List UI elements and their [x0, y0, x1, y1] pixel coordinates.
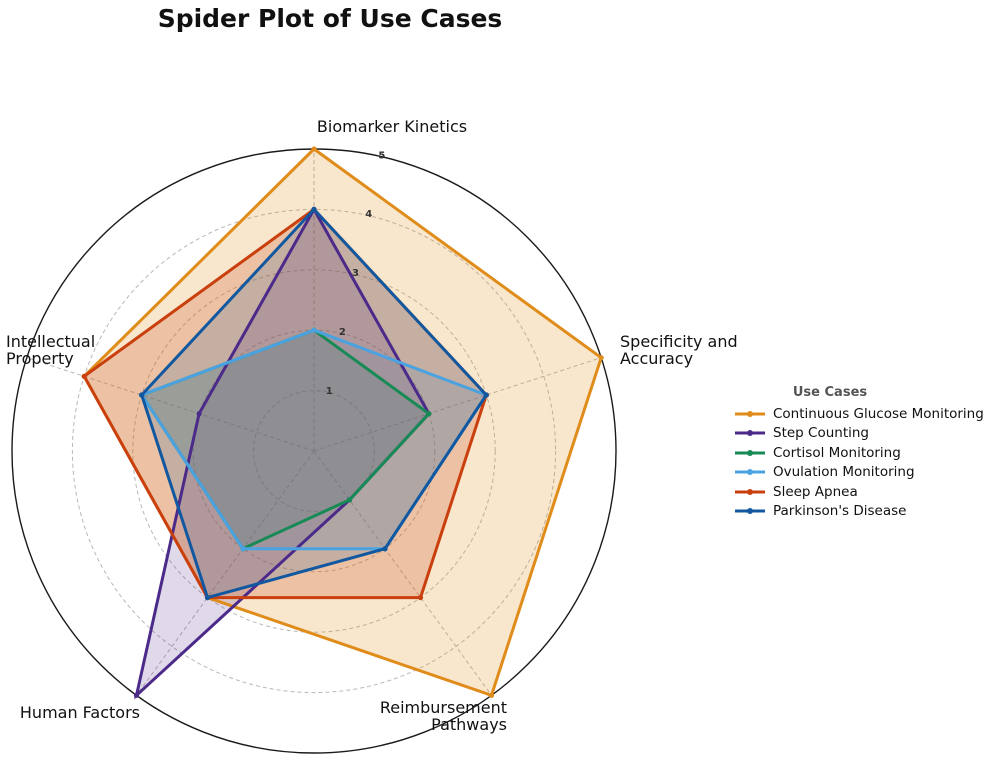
- legend-item: Continuous Glucose Monitoring: [735, 404, 984, 424]
- legend-swatch-marker: [747, 508, 753, 515]
- axis-label: Reimbursement Pathways: [380, 698, 507, 734]
- series-point: [483, 392, 489, 398]
- legend-swatch: [735, 469, 765, 476]
- series-point: [426, 411, 432, 417]
- series-point: [240, 546, 246, 552]
- radial-tick-label: 3: [352, 268, 359, 279]
- radar-chart: 1 2 3 4 5 Biomarker Kinetics Specificity and A…: [6, 117, 738, 754]
- legend-label: Parkinson's Disease: [773, 503, 907, 520]
- grid-ring: [71, 208, 557, 694]
- axis-label: Intellectual Property: [6, 332, 95, 368]
- series-point: [311, 206, 317, 212]
- legend-swatch: [735, 449, 765, 456]
- series-point: [417, 594, 424, 601]
- legend-label: Cortisol Monitoring: [773, 444, 901, 461]
- radial-tick-label: 2: [339, 327, 346, 338]
- series-point: [382, 546, 388, 552]
- legend-swatch-marker: [747, 410, 753, 417]
- series-fill: [141, 330, 487, 549]
- legend-swatch: [735, 430, 765, 437]
- grid-spoke: [313, 450, 492, 696]
- series-fill: [84, 209, 487, 598]
- series-point: [196, 411, 202, 417]
- legend-label: Sleep Apnea: [773, 483, 858, 500]
- axis-label-line: Reimbursement: [380, 698, 507, 717]
- legend-items: Continuous Glucose Monitoring Step Counti…: [735, 404, 984, 521]
- legend-swatch-marker: [747, 449, 753, 456]
- axis-label-line: Accuracy: [620, 349, 693, 368]
- series-point: [311, 146, 317, 152]
- legend-item: Sleep Apnea: [735, 482, 984, 502]
- radial-tick-label: 1: [326, 386, 333, 397]
- legend-item: Ovulation Monitoring: [735, 463, 984, 483]
- legend-label: Continuous Glucose Monitoring: [773, 405, 984, 422]
- series-point: [139, 392, 145, 398]
- grid-spoke: [136, 450, 315, 696]
- radial-tick-label: 4: [365, 209, 372, 220]
- series-line: [140, 207, 489, 600]
- legend-swatch-marker: [747, 488, 753, 495]
- radar-series: [81, 146, 604, 700]
- series-point: [311, 327, 317, 333]
- legend-swatch-marker: [747, 430, 753, 437]
- legend-swatch: [735, 508, 765, 515]
- radial-tick-label: 5: [378, 150, 385, 161]
- legend-title: Use Cases: [792, 385, 868, 400]
- axis-label: Biomarker Kinetics: [317, 117, 467, 136]
- grid-spoke: [313, 357, 602, 452]
- legend-item: Parkinson's Disease: [735, 502, 984, 522]
- legend-label: Ovulation Monitoring: [773, 464, 915, 481]
- legend-label: Step Counting: [773, 425, 869, 442]
- grid-ring: [132, 269, 496, 633]
- series-point: [133, 692, 140, 698]
- axis-label-line: Intellectual: [6, 332, 95, 351]
- legend-swatch-marker: [747, 469, 753, 476]
- legend-swatch: [735, 410, 765, 417]
- axis-label-line: Biomarker Kinetics: [317, 117, 467, 136]
- legend: Use Cases Continuous Glucose Monitoring S…: [735, 385, 984, 521]
- series-line: [82, 147, 603, 698]
- series-line: [139, 328, 489, 551]
- series-point: [488, 692, 495, 698]
- grid-spoke: [26, 357, 315, 452]
- series-fill: [141, 209, 487, 598]
- series-point: [598, 355, 604, 361]
- series-point: [81, 373, 87, 379]
- axis-labels: Biomarker Kinetics Specificity and Accurac…: [6, 117, 738, 734]
- series-point: [346, 497, 353, 503]
- legend-item: Cortisol Monitoring: [735, 443, 984, 463]
- axis-label-line: Pathways: [431, 715, 507, 734]
- legend-item: Step Counting: [735, 424, 984, 444]
- radial-tick-labels: 1 2 3 4 5: [326, 150, 386, 397]
- series-fill: [141, 330, 429, 549]
- axis-label: Human Factors: [20, 703, 140, 722]
- axis-label-line: Human Factors: [20, 703, 140, 722]
- axis-label-line: Property: [6, 349, 74, 368]
- legend-swatch: [735, 488, 765, 495]
- axis-label: Specificity and Accuracy: [620, 332, 738, 368]
- series-point: [204, 594, 211, 601]
- grid-ring: [253, 390, 375, 512]
- series-fill: [136, 209, 429, 696]
- series-fill: [84, 149, 602, 696]
- axis-label-line: Specificity and: [620, 332, 738, 351]
- chart-title: Spider Plot of Use Cases: [157, 4, 503, 33]
